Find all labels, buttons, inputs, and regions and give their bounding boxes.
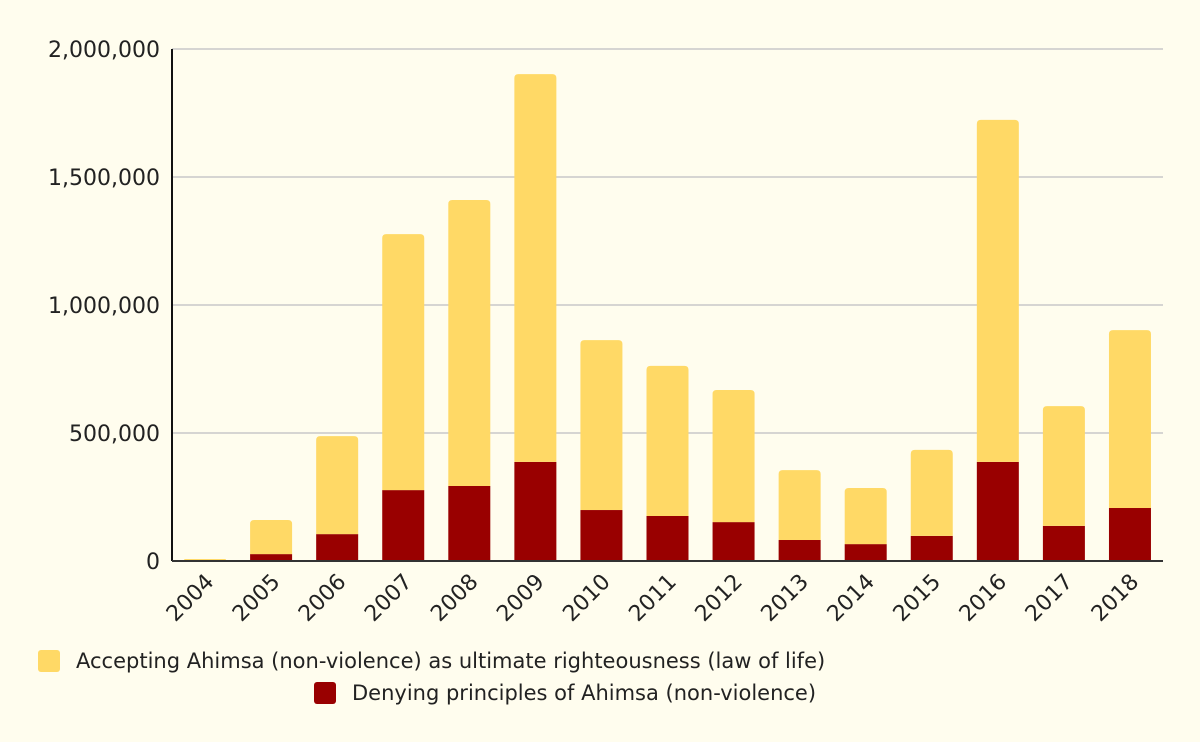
x-tick-label: 2004: [162, 570, 219, 627]
legend-label: Denying principles of Ahimsa (non-violen…: [352, 681, 816, 705]
bar-2006-series-1: [316, 436, 359, 535]
x-tick-label: 2005: [228, 570, 285, 627]
bar-2016-series-0: [976, 461, 1019, 561]
bar-2018-series-0: [1108, 508, 1151, 561]
bar-2012-series-1: [712, 389, 755, 523]
x-tick-label: 2011: [624, 570, 681, 627]
bar-2009-series-1: [514, 74, 557, 462]
bar-2005-series-1: [250, 520, 293, 555]
x-tick-label: 2009: [492, 570, 549, 627]
y-tick-label: 2,000,000: [48, 38, 160, 63]
legend-label: Accepting Ahimsa (non-violence) as ultim…: [76, 649, 825, 673]
bar-2016-series-1: [976, 119, 1019, 462]
bar-2008-series-0: [448, 485, 491, 561]
y-tick-label: 1,500,000: [48, 166, 160, 191]
bar-2007-series-0: [382, 490, 425, 561]
x-tick-label: 2013: [757, 570, 814, 627]
bar-2017-series-1: [1042, 406, 1085, 526]
x-tick-label: 2015: [889, 570, 946, 627]
bar-2014-series-0: [844, 544, 887, 561]
bar-2014-series-1: [844, 488, 887, 545]
bar-2007-series-1: [382, 234, 425, 491]
bar-2013-series-1: [778, 470, 821, 541]
x-tick-label: 2008: [426, 570, 483, 627]
x-tick-label: 2012: [691, 570, 748, 627]
bar-2015-series-0: [910, 535, 953, 561]
bar-2009-series-0: [514, 461, 557, 561]
y-tick-label: 1,000,000: [48, 294, 160, 319]
x-tick-label: 2007: [360, 570, 417, 627]
bar-2005-series-0: [250, 554, 293, 561]
x-tick-label: 2017: [1021, 570, 1078, 627]
bar-2012-series-0: [712, 522, 755, 561]
x-tick-label: 2006: [294, 570, 351, 627]
bar-2011-series-0: [646, 515, 689, 561]
bar-2006-series-0: [316, 534, 359, 561]
legend-swatch: [314, 682, 336, 704]
y-tick-label: 500,000: [69, 422, 160, 447]
bar-2017-series-0: [1042, 525, 1085, 561]
x-tick-label: 2014: [823, 570, 880, 627]
bar-2010-series-1: [580, 340, 623, 511]
legend-swatch: [38, 650, 60, 672]
bar-2013-series-0: [778, 540, 821, 561]
y-tick-label: 0: [146, 550, 160, 575]
bar-2011-series-1: [646, 365, 689, 516]
x-tick-label: 2010: [558, 570, 615, 627]
bar-2008-series-1: [448, 200, 491, 486]
bar-2010-series-0: [580, 510, 623, 561]
x-tick-label: 2018: [1087, 570, 1144, 627]
x-tick-label: 2016: [955, 570, 1012, 627]
bar-2018-series-1: [1108, 330, 1151, 509]
bar-2015-series-1: [910, 449, 953, 536]
